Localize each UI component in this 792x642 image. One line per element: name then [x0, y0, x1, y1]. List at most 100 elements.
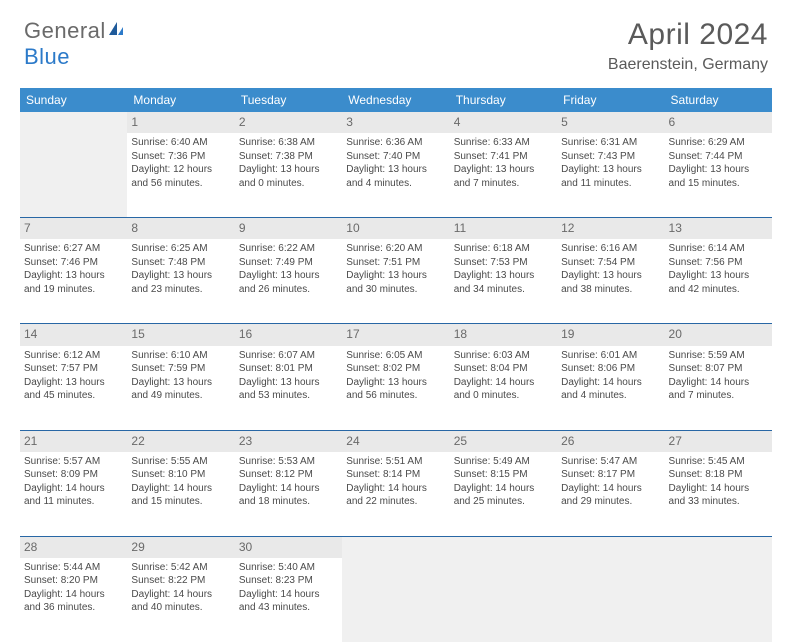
calendar-day: Sunrise: 6:12 AMSunset: 7:57 PMDaylight:… [20, 346, 127, 430]
sunset-text: Sunset: 7:43 PM [561, 150, 660, 164]
sunset-text: Sunset: 7:57 PM [24, 362, 123, 376]
sunset-text: Sunset: 8:20 PM [24, 574, 123, 588]
empty-cell [20, 133, 127, 217]
day-number-cell: 8 [127, 218, 234, 239]
day-number: 24 [346, 433, 445, 449]
calendar-day: Sunrise: 6:27 AMSunset: 7:46 PMDaylight:… [20, 239, 127, 323]
day-number: 28 [24, 539, 123, 555]
day-number-cell: 10 [342, 218, 449, 239]
day-number-cell: 14 [20, 324, 127, 345]
calendar-day: Sunrise: 6:22 AMSunset: 7:49 PMDaylight:… [235, 239, 342, 323]
sunset-text: Sunset: 8:09 PM [24, 468, 123, 482]
sunset-text: Sunset: 7:38 PM [239, 150, 338, 164]
sunset-text: Sunset: 7:36 PM [131, 150, 230, 164]
sunrise-text: Sunrise: 5:55 AM [131, 455, 230, 469]
day-number: 9 [239, 220, 338, 236]
sunset-text: Sunset: 7:53 PM [454, 256, 553, 270]
brand-logo: GeneralBlue [24, 18, 125, 70]
sunset-text: Sunset: 7:46 PM [24, 256, 123, 270]
day-number: 23 [239, 433, 338, 449]
sunrise-text: Sunrise: 6:07 AM [239, 349, 338, 363]
weekday-header: Thursday [450, 88, 557, 112]
brand-blue: Blue [24, 44, 70, 69]
sunset-text: Sunset: 7:40 PM [346, 150, 445, 164]
day-number: 4 [454, 114, 553, 130]
sunset-text: Sunset: 7:48 PM [131, 256, 230, 270]
empty-cell [665, 537, 772, 558]
weekday-header: Friday [557, 88, 664, 112]
daylight-text: Daylight: 13 hours and 11 minutes. [561, 163, 660, 190]
sunrise-text: Sunrise: 6:03 AM [454, 349, 553, 363]
calendar-day: Sunrise: 5:59 AMSunset: 8:07 PMDaylight:… [665, 346, 772, 430]
day-number-cell: 21 [20, 431, 127, 452]
sunrise-text: Sunrise: 6:12 AM [24, 349, 123, 363]
day-number: 17 [346, 326, 445, 342]
day-number-cell: 9 [235, 218, 342, 239]
day-number: 1 [131, 114, 230, 130]
day-number-cell: 13 [665, 218, 772, 239]
sunrise-text: Sunrise: 6:16 AM [561, 242, 660, 256]
sunrise-text: Sunrise: 5:53 AM [239, 455, 338, 469]
daylight-text: Daylight: 14 hours and 25 minutes. [454, 482, 553, 509]
calendar-day: Sunrise: 5:42 AMSunset: 8:22 PMDaylight:… [127, 558, 234, 642]
day-number-cell: 20 [665, 324, 772, 345]
daylight-text: Daylight: 13 hours and 15 minutes. [669, 163, 768, 190]
sunrise-text: Sunrise: 6:25 AM [131, 242, 230, 256]
calendar-week: Sunrise: 6:12 AMSunset: 7:57 PM Daylight:… [20, 346, 772, 430]
sunrise-text: Sunrise: 6:27 AM [24, 242, 123, 256]
daylight-text: Daylight: 13 hours and 7 minutes. [454, 163, 553, 190]
day-number-cell: 18 [450, 324, 557, 345]
weekday-header: Monday [127, 88, 234, 112]
daylight-text: Daylight: 14 hours and 0 minutes. [454, 376, 553, 403]
empty-cell [450, 537, 557, 558]
title-month: April 2024 [608, 18, 768, 52]
daylight-text: Daylight: 14 hours and 4 minutes. [561, 376, 660, 403]
sunset-text: Sunset: 8:14 PM [346, 468, 445, 482]
sunset-text: Sunset: 7:41 PM [454, 150, 553, 164]
calendar-day: Sunrise: 6:20 AMSunset: 7:51 PMDaylight:… [342, 239, 449, 323]
day-number: 10 [346, 220, 445, 236]
sunset-text: Sunset: 8:22 PM [131, 574, 230, 588]
calendar-day: Sunrise: 5:44 AMSunset: 8:20 PMDaylight:… [20, 558, 127, 642]
calendar-day: Sunrise: 6:10 AMSunset: 7:59 PMDaylight:… [127, 346, 234, 430]
weekday-header: Tuesday [235, 88, 342, 112]
day-number: 15 [131, 326, 230, 342]
day-number-cell: 3 [342, 112, 449, 133]
calendar-day: Sunrise: 5:47 AMSunset: 8:17 PMDaylight:… [557, 452, 664, 536]
sunset-text: Sunset: 7:49 PM [239, 256, 338, 270]
calendar-day: Sunrise: 6:16 AMSunset: 7:54 PMDaylight:… [557, 239, 664, 323]
sunset-text: Sunset: 8:02 PM [346, 362, 445, 376]
empty-cell [450, 558, 557, 642]
sunset-text: Sunset: 8:06 PM [561, 362, 660, 376]
day-number-cell: 2 [235, 112, 342, 133]
weekday-header: Sunday [20, 88, 127, 112]
sunrise-text: Sunrise: 6:31 AM [561, 136, 660, 150]
sunrise-text: Sunrise: 6:10 AM [131, 349, 230, 363]
sunset-text: Sunset: 8:15 PM [454, 468, 553, 482]
sunrise-text: Sunrise: 5:40 AM [239, 561, 338, 575]
calendar-week: Sunrise: 6:40 AMSunset: 7:36 PMDaylight:… [20, 133, 772, 217]
calendar-day: Sunrise: 6:01 AMSunset: 8:06 PMDaylight:… [557, 346, 664, 430]
empty-cell [20, 112, 127, 133]
day-number: 20 [669, 326, 768, 342]
daylight-text: Daylight: 14 hours and 7 minutes. [669, 376, 768, 403]
brand-text: GeneralBlue [24, 18, 125, 70]
day-number: 22 [131, 433, 230, 449]
sunset-text: Sunset: 7:56 PM [669, 256, 768, 270]
day-number: 14 [24, 326, 123, 342]
calendar-day: Sunrise: 5:57 AMSunset: 8:09 PMDaylight:… [20, 452, 127, 536]
empty-cell [342, 558, 449, 642]
day-number: 18 [454, 326, 553, 342]
sunset-text: Sunset: 8:17 PM [561, 468, 660, 482]
sunset-text: Sunset: 7:59 PM [131, 362, 230, 376]
title-location: Baerenstein, Germany [608, 56, 768, 74]
day-number-cell: 28 [20, 537, 127, 558]
page-header: GeneralBlue April 2024 Baerenstein, Germ… [0, 0, 792, 80]
calendar-header-row: SundayMondayTuesdayWednesdayThursdayFrid… [20, 88, 772, 112]
daylight-text: Daylight: 14 hours and 40 minutes. [131, 588, 230, 615]
day-number-cell: 16 [235, 324, 342, 345]
calendar-week: Sunrise: 5:44 AMSunset: 8:20 PMDaylight:… [20, 558, 772, 642]
daylight-text: Daylight: 14 hours and 22 minutes. [346, 482, 445, 509]
sunrise-text: Sunrise: 6:36 AM [346, 136, 445, 150]
day-number-cell: 27 [665, 431, 772, 452]
